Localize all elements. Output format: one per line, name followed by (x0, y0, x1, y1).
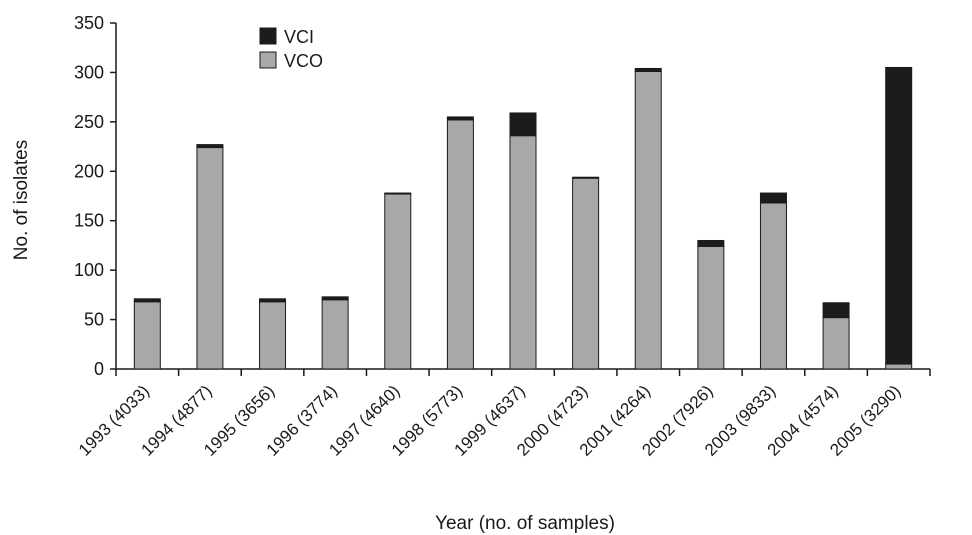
bar-vci (885, 66, 913, 365)
bar-vco (572, 177, 600, 370)
bar-vco (259, 301, 287, 370)
bar-vco (384, 193, 412, 370)
y-tick-label: 350 (74, 13, 104, 33)
bar-vco (759, 202, 787, 370)
bar-vco (634, 70, 662, 370)
y-tick-label: 250 (74, 112, 104, 132)
y-tick-label: 200 (74, 161, 104, 181)
bar-vci (759, 192, 787, 204)
y-tick-label: 100 (74, 260, 104, 280)
legend-swatch-vco (259, 51, 277, 69)
legend: VCI VCO (259, 27, 323, 71)
bar-vci (133, 298, 161, 303)
bar-vco (885, 363, 913, 370)
x-axis: 1993 (4033)1994 (4877)1995 (3656)1996 (3… (75, 368, 931, 460)
legend-label-vco: VCO (284, 51, 323, 71)
bar-vci (509, 112, 537, 137)
y-tick-label: 50 (84, 310, 104, 330)
bar-vco (133, 301, 161, 370)
bar-vco (509, 135, 537, 370)
bar-vco (697, 245, 725, 370)
y-tick-label: 150 (74, 211, 104, 231)
bar-vco (196, 147, 224, 370)
bar-vci (446, 116, 474, 121)
y-tick-label: 0 (94, 359, 104, 379)
x-axis-label: Year (no. of samples) (435, 513, 615, 534)
bar-vci (697, 239, 725, 247)
y-axis-label: No. of isolates (11, 140, 32, 260)
bar-vco (321, 299, 349, 370)
bar-vco (446, 119, 474, 370)
bar-vci (321, 296, 349, 301)
bar-vci (384, 192, 412, 195)
bar-vci (196, 144, 224, 149)
legend-swatch-vci (259, 27, 277, 45)
y-axis: 0 50 100 150 200 250 300 350 (74, 13, 117, 379)
bar-vci (572, 176, 600, 179)
bar-vci (259, 298, 287, 303)
bars (133, 66, 913, 370)
legend-label-vci: VCI (284, 27, 314, 47)
bar-vci (822, 302, 850, 319)
y-tick-label: 300 (74, 62, 104, 82)
bar-vco (822, 317, 850, 370)
bar-vci (634, 67, 662, 72)
